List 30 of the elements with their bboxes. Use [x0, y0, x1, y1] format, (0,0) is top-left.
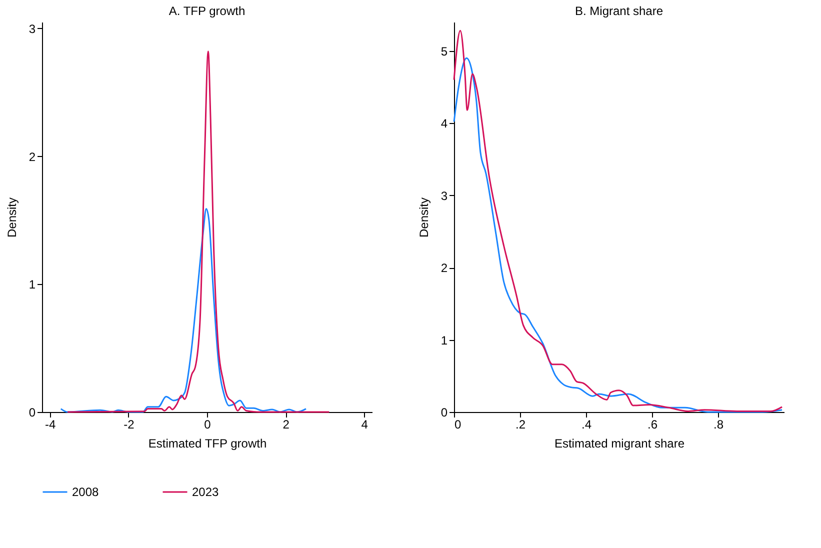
x-tick-label: .4 [581, 418, 592, 432]
x-axis-title: Estimated TFP growth [148, 436, 267, 450]
x-tick-label: -4 [45, 418, 56, 432]
legend-label: 2023 [192, 485, 220, 499]
x-tick-label: .8 [713, 418, 724, 432]
chart-title: A. TFP growth [168, 4, 246, 18]
x-tick-label: 4 [361, 418, 368, 432]
x-tick-label: -2 [124, 418, 135, 432]
y-tick-label: 3 [440, 188, 448, 203]
line-series [60, 208, 307, 413]
y-tick-label: 3 [28, 22, 36, 36]
line-series [66, 50, 330, 413]
legend-label: 2008 [72, 485, 100, 499]
x-axis-title: Estimated migrant share [554, 436, 685, 450]
x-tick-label: 2 [282, 418, 290, 432]
x-tick-label: 0 [454, 418, 462, 432]
y-tick-label: 1 [440, 333, 448, 348]
y-tick-label: 2 [440, 261, 448, 276]
y-axis-title: Density [416, 197, 431, 238]
y-axis-title: Density [4, 197, 19, 238]
x-tick-label: .2 [515, 418, 526, 432]
y-tick-label: 0 [440, 406, 448, 420]
y-tick-label: 5 [440, 44, 448, 58]
y-tick-label: 1 [28, 278, 36, 292]
x-tick-label: .6 [647, 418, 658, 432]
y-tick-label: 0 [28, 406, 36, 420]
chart-title: B. Migrant share [574, 4, 664, 18]
y-tick-label: 2 [28, 150, 36, 164]
y-tick-label: 4 [440, 116, 448, 131]
x-tick-label: 0 [204, 418, 212, 432]
